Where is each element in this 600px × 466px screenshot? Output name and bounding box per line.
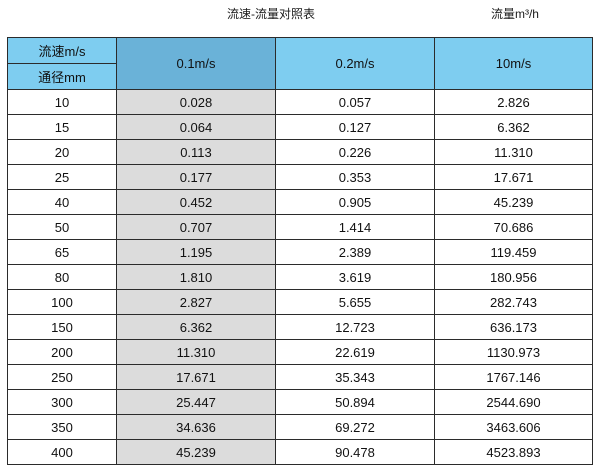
cell-flow-value: 2544.690: [434, 389, 593, 415]
cell-flow-value: 6.362: [116, 314, 276, 340]
cell-flow-value: 0.707: [116, 214, 276, 240]
cell-nominal-diameter: 80: [7, 264, 117, 290]
table-row: 350 34.636 69.272 3463.606: [7, 414, 593, 440]
cell-flow-value: 0.452: [116, 189, 276, 215]
cell-flow-value: 69.272: [275, 414, 435, 440]
cell-flow-value: 25.447: [116, 389, 276, 415]
cell-nominal-diameter: 50: [7, 214, 117, 240]
cell-flow-value: 5.655: [275, 289, 435, 315]
cell-flow-value: 0.905: [275, 189, 435, 215]
cell-nominal-diameter: 10: [7, 89, 117, 115]
cell-flow-value: 1.810: [116, 264, 276, 290]
cell-flow-value: 11.310: [434, 139, 593, 165]
cell-flow-value: 119.459: [434, 239, 593, 265]
cell-nominal-diameter: 40: [7, 189, 117, 215]
table-row: 250 17.671 35.343 1767.146: [7, 364, 593, 390]
cell-nominal-diameter: 250: [7, 364, 117, 390]
header-row-top: 流速m/s 0.1m/s 0.2m/s 10m/s: [7, 37, 593, 90]
cell-flow-value: 90.478: [275, 439, 435, 465]
table-row: 100 2.827 5.655 282.743: [7, 289, 593, 315]
table-row: 150 6.362 12.723 636.173: [7, 314, 593, 340]
cell-flow-value: 3463.606: [434, 414, 593, 440]
cell-flow-value: 12.723: [275, 314, 435, 340]
cell-flow-value: 45.239: [434, 189, 593, 215]
cell-flow-value: 11.310: [116, 339, 276, 365]
cell-nominal-diameter: 25: [7, 164, 117, 190]
cell-flow-value: 50.894: [275, 389, 435, 415]
flow-velocity-table-container: 流速m/s 0.1m/s 0.2m/s 10m/s 通径mm 10 0.028 0.…: [7, 37, 593, 465]
chart-title: 流速-流量对照表: [227, 7, 315, 21]
cell-flow-value: 0.057: [275, 89, 435, 115]
table-row: 40 0.452 0.905 45.239: [7, 189, 593, 215]
cell-flow-value: 45.239: [116, 439, 276, 465]
header-col-0: 0.1m/s: [116, 37, 276, 90]
table-row: 15 0.064 0.127 6.362: [7, 114, 593, 140]
cell-flow-value: 180.956: [434, 264, 593, 290]
cell-flow-value: 0.177: [116, 164, 276, 190]
cell-flow-value: 0.113: [116, 139, 276, 165]
cell-flow-value: 0.127: [275, 114, 435, 140]
cell-flow-value: 1130.973: [434, 339, 593, 365]
table-row: 50 0.707 1.414 70.686: [7, 214, 593, 240]
cell-flow-value: 2.827: [116, 289, 276, 315]
cell-flow-value: 282.743: [434, 289, 593, 315]
cell-flow-value: 636.173: [434, 314, 593, 340]
cell-flow-value: 2.389: [275, 239, 435, 265]
cell-nominal-diameter: 100: [7, 289, 117, 315]
caption-strip: 流速-流量对照表 流量m³/h: [0, 0, 600, 34]
cell-nominal-diameter: 65: [7, 239, 117, 265]
header-row-bottom: 通径mm: [7, 63, 593, 90]
header-corner-velocity-label: 流速m/s: [7, 37, 117, 64]
header-corner-diameter-label: 通径mm: [7, 63, 117, 90]
cell-flow-value: 17.671: [434, 164, 593, 190]
header-col-1: 0.2m/s: [275, 37, 435, 90]
cell-flow-value: 0.028: [116, 89, 276, 115]
cell-flow-value: 0.226: [275, 139, 435, 165]
cell-nominal-diameter: 400: [7, 439, 117, 465]
table-body: 10 0.028 0.057 2.826 15 0.064 0.127 6.362 20 0.11…: [7, 89, 593, 465]
cell-nominal-diameter: 300: [7, 389, 117, 415]
cell-flow-value: 35.343: [275, 364, 435, 390]
flow-velocity-table: 流速m/s 0.1m/s 0.2m/s 10m/s 通径mm 10 0.028 0.…: [7, 37, 593, 465]
table-header: 流速m/s 0.1m/s 0.2m/s 10m/s 通径mm: [7, 37, 593, 90]
cell-flow-value: 34.636: [116, 414, 276, 440]
cell-flow-value: 1.414: [275, 214, 435, 240]
table-row: 25 0.177 0.353 17.671: [7, 164, 593, 190]
cell-flow-value: 2.826: [434, 89, 593, 115]
table-row: 20 0.113 0.226 11.310: [7, 139, 593, 165]
table-row: 80 1.810 3.619 180.956: [7, 264, 593, 290]
cell-flow-value: 1.195: [116, 239, 276, 265]
cell-flow-value: 4523.893: [434, 439, 593, 465]
cell-flow-value: 70.686: [434, 214, 593, 240]
cell-flow-value: 17.671: [116, 364, 276, 390]
table-row: 10 0.028 0.057 2.826: [7, 89, 593, 115]
cell-flow-value: 22.619: [275, 339, 435, 365]
cell-flow-value: 0.064: [116, 114, 276, 140]
cell-flow-value: 3.619: [275, 264, 435, 290]
cell-nominal-diameter: 200: [7, 339, 117, 365]
cell-nominal-diameter: 150: [7, 314, 117, 340]
table-row: 200 11.310 22.619 1130.973: [7, 339, 593, 365]
header-col-2: 10m/s: [434, 37, 593, 90]
cell-nominal-diameter: 350: [7, 414, 117, 440]
cell-flow-value: 6.362: [434, 114, 593, 140]
cell-flow-value: 1767.146: [434, 364, 593, 390]
cell-nominal-diameter: 15: [7, 114, 117, 140]
table-row: 300 25.447 50.894 2544.690: [7, 389, 593, 415]
flow-unit-label: 流量m³/h: [490, 7, 539, 21]
table-row: 400 45.239 90.478 4523.893: [7, 439, 593, 465]
table-row: 65 1.195 2.389 119.459: [7, 239, 593, 265]
cell-nominal-diameter: 20: [7, 139, 117, 165]
cell-flow-value: 0.353: [275, 164, 435, 190]
